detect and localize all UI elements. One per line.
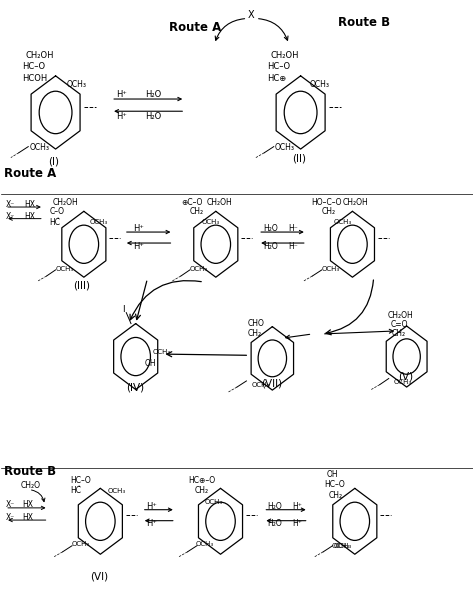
- Text: CH₂O: CH₂O: [20, 481, 40, 490]
- Text: OCH₃: OCH₃: [205, 499, 223, 504]
- Text: CH₂: CH₂: [322, 207, 336, 216]
- Text: (II): (II): [292, 154, 306, 164]
- Text: H₂O: H₂O: [268, 502, 283, 511]
- Text: H⁻: H⁻: [288, 224, 298, 233]
- Text: H⁺: H⁺: [134, 224, 145, 233]
- Text: X⁻: X⁻: [6, 500, 15, 509]
- Text: HC–O: HC–O: [325, 480, 346, 489]
- Text: HCOH: HCOH: [22, 74, 47, 83]
- Text: (V): (V): [398, 371, 413, 382]
- Text: HO–C–O: HO–C–O: [311, 197, 342, 207]
- Text: OCH₃: OCH₃: [190, 265, 208, 272]
- Text: OCH₃: OCH₃: [90, 219, 108, 226]
- Text: OCH₃: OCH₃: [108, 488, 126, 494]
- Text: H⁺: H⁺: [292, 502, 302, 511]
- Text: HC⊕–O: HC⊕–O: [188, 476, 215, 485]
- Text: HX: HX: [24, 200, 35, 209]
- Text: Route A: Route A: [169, 20, 221, 34]
- Text: ⊕C–O: ⊕C–O: [182, 197, 203, 207]
- Text: H₂O: H₂O: [268, 519, 283, 528]
- Text: OCH₃: OCH₃: [71, 541, 89, 547]
- Text: OCH₃: OCH₃: [334, 219, 352, 226]
- Text: H₂O: H₂O: [263, 224, 278, 233]
- Text: Route B: Route B: [338, 17, 391, 29]
- Text: OCH₃: OCH₃: [393, 379, 411, 385]
- Text: HX: HX: [23, 500, 34, 509]
- Text: HC–O: HC–O: [22, 62, 45, 71]
- Text: H⁺: H⁺: [134, 242, 145, 251]
- Text: H⁻: H⁻: [288, 242, 298, 251]
- Text: OCH₃: OCH₃: [331, 543, 349, 549]
- Text: HC⊕: HC⊕: [267, 74, 286, 83]
- Text: H⁺: H⁺: [116, 89, 127, 99]
- Text: CH₂OH: CH₂OH: [271, 51, 300, 59]
- Text: CH₂OH: CH₂OH: [26, 51, 55, 59]
- Text: X⁻: X⁻: [6, 211, 15, 221]
- Text: HC–O: HC–O: [70, 476, 91, 485]
- Text: H⁺: H⁺: [116, 112, 127, 121]
- Text: C–O: C–O: [49, 207, 64, 216]
- Text: X⁻: X⁻: [6, 200, 15, 209]
- Text: CH₂: CH₂: [248, 329, 262, 338]
- Text: Route B: Route B: [4, 465, 56, 478]
- Text: X: X: [248, 10, 255, 20]
- Text: H₂O: H₂O: [145, 89, 161, 99]
- Text: H⁺: H⁺: [292, 519, 302, 528]
- Text: OH: OH: [145, 359, 157, 368]
- Text: X⁻: X⁻: [6, 512, 15, 522]
- Text: (I): (I): [48, 156, 59, 166]
- Text: HĈ: HĈ: [70, 486, 81, 495]
- Text: CH₂OH: CH₂OH: [343, 197, 369, 207]
- Text: OH: OH: [327, 470, 338, 479]
- Text: HX: HX: [24, 211, 35, 221]
- Text: OCH₃: OCH₃: [152, 349, 170, 356]
- Text: (III): (III): [73, 280, 90, 290]
- Text: (VII): (VII): [261, 379, 282, 389]
- Text: OCH₃: OCH₃: [66, 80, 86, 89]
- Text: (IV): (IV): [126, 382, 144, 392]
- Text: H⁺: H⁺: [146, 502, 157, 511]
- Text: OCH₃: OCH₃: [333, 543, 351, 549]
- Text: OCH₃: OCH₃: [196, 541, 214, 547]
- Text: CHO: CHO: [248, 319, 264, 328]
- Text: H₂O: H₂O: [263, 242, 278, 251]
- Text: OCH₃: OCH₃: [310, 80, 330, 89]
- Text: OCH₃: OCH₃: [275, 143, 295, 152]
- Text: OCH₃: OCH₃: [251, 382, 269, 387]
- Text: C=O: C=O: [390, 321, 408, 329]
- Text: CH₂: CH₂: [392, 329, 406, 338]
- Text: CH₂: CH₂: [195, 486, 209, 495]
- Text: CH₂: CH₂: [329, 490, 343, 500]
- Text: CH₂: CH₂: [190, 207, 204, 216]
- Text: CH₂OH: CH₂OH: [52, 197, 78, 207]
- Text: CH₂OH: CH₂OH: [206, 197, 232, 207]
- Text: OCH₃: OCH₃: [55, 265, 73, 272]
- Text: OCH₃: OCH₃: [201, 219, 220, 226]
- Text: I: I: [123, 305, 125, 314]
- Text: H⁺: H⁺: [146, 519, 157, 528]
- Text: CH₂OH: CH₂OH: [388, 311, 413, 319]
- Text: OCH₃: OCH₃: [30, 143, 50, 152]
- Text: OCH₃: OCH₃: [322, 265, 340, 272]
- Text: H₂O: H₂O: [145, 112, 161, 121]
- Text: HĈ: HĈ: [49, 218, 61, 227]
- Text: HC–O: HC–O: [267, 62, 290, 71]
- Text: Route A: Route A: [4, 167, 56, 180]
- Text: (VI): (VI): [91, 572, 109, 582]
- Text: HX: HX: [23, 512, 34, 522]
